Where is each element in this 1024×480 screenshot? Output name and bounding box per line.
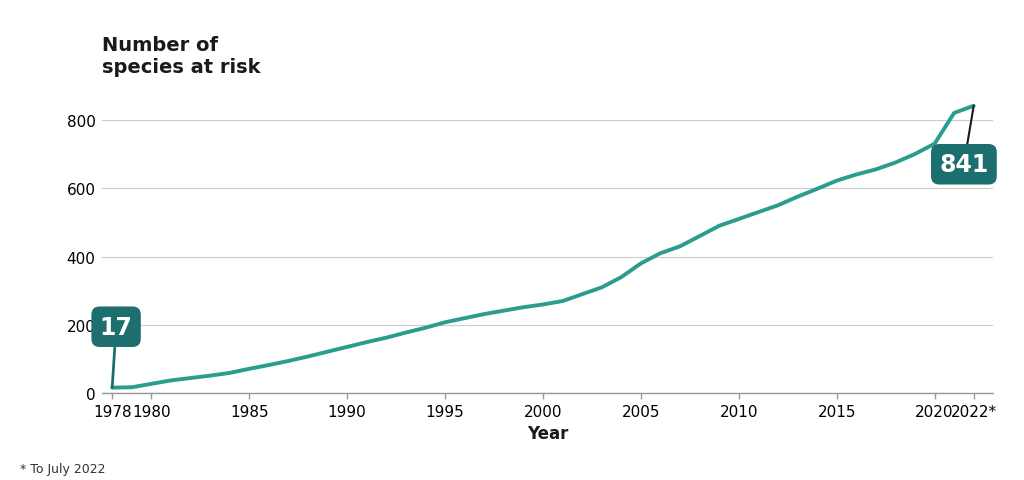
X-axis label: Year: Year (527, 424, 568, 443)
Text: 841: 841 (939, 107, 988, 177)
Text: Number of
species at risk: Number of species at risk (102, 36, 261, 76)
Text: 17: 17 (99, 315, 132, 388)
Text: * To July 2022: * To July 2022 (20, 462, 105, 475)
